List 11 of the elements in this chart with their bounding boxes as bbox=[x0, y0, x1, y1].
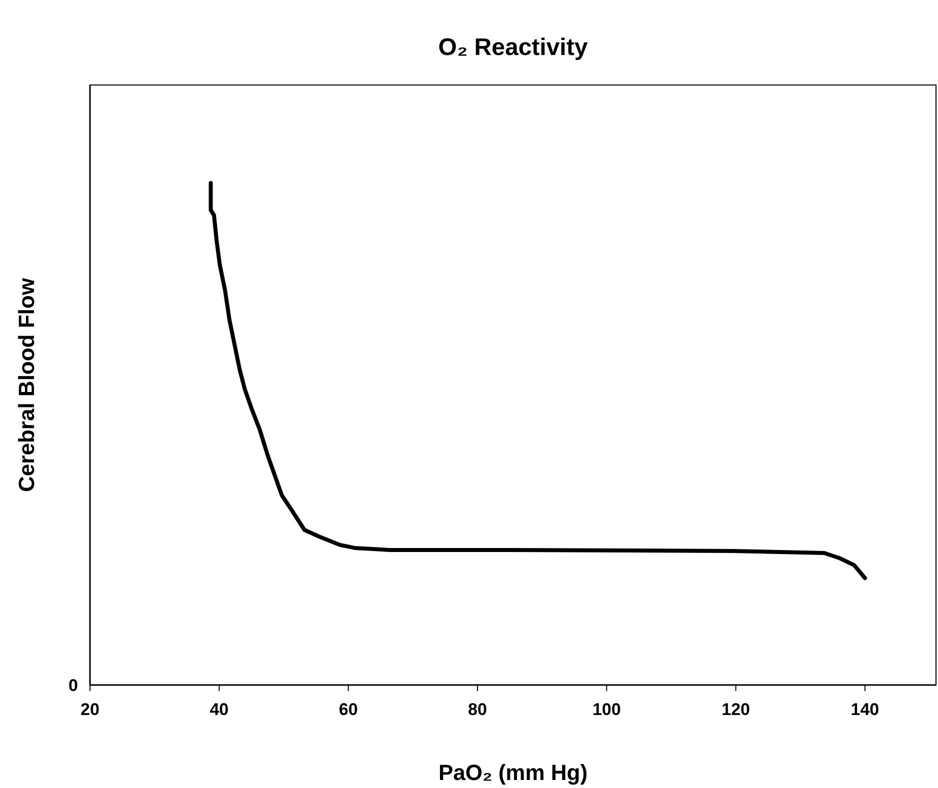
x-tick-label: 120 bbox=[722, 700, 750, 719]
y-axis-title: Cerebral Blood Flow bbox=[14, 277, 39, 492]
x-tick-label: 100 bbox=[592, 700, 621, 719]
x-tick-label: 60 bbox=[338, 700, 358, 719]
x-tick-label: 20 bbox=[80, 700, 100, 719]
x-tick-label: 140 bbox=[850, 700, 880, 719]
x-axis-title: PaO₂ (mm Hg) bbox=[438, 760, 588, 785]
x-tick-label: 40 bbox=[210, 700, 229, 719]
chart-title: O₂ Reactivity bbox=[438, 34, 588, 61]
text: 0 bbox=[68, 676, 78, 695]
x-tick-label: 80 bbox=[468, 700, 487, 719]
